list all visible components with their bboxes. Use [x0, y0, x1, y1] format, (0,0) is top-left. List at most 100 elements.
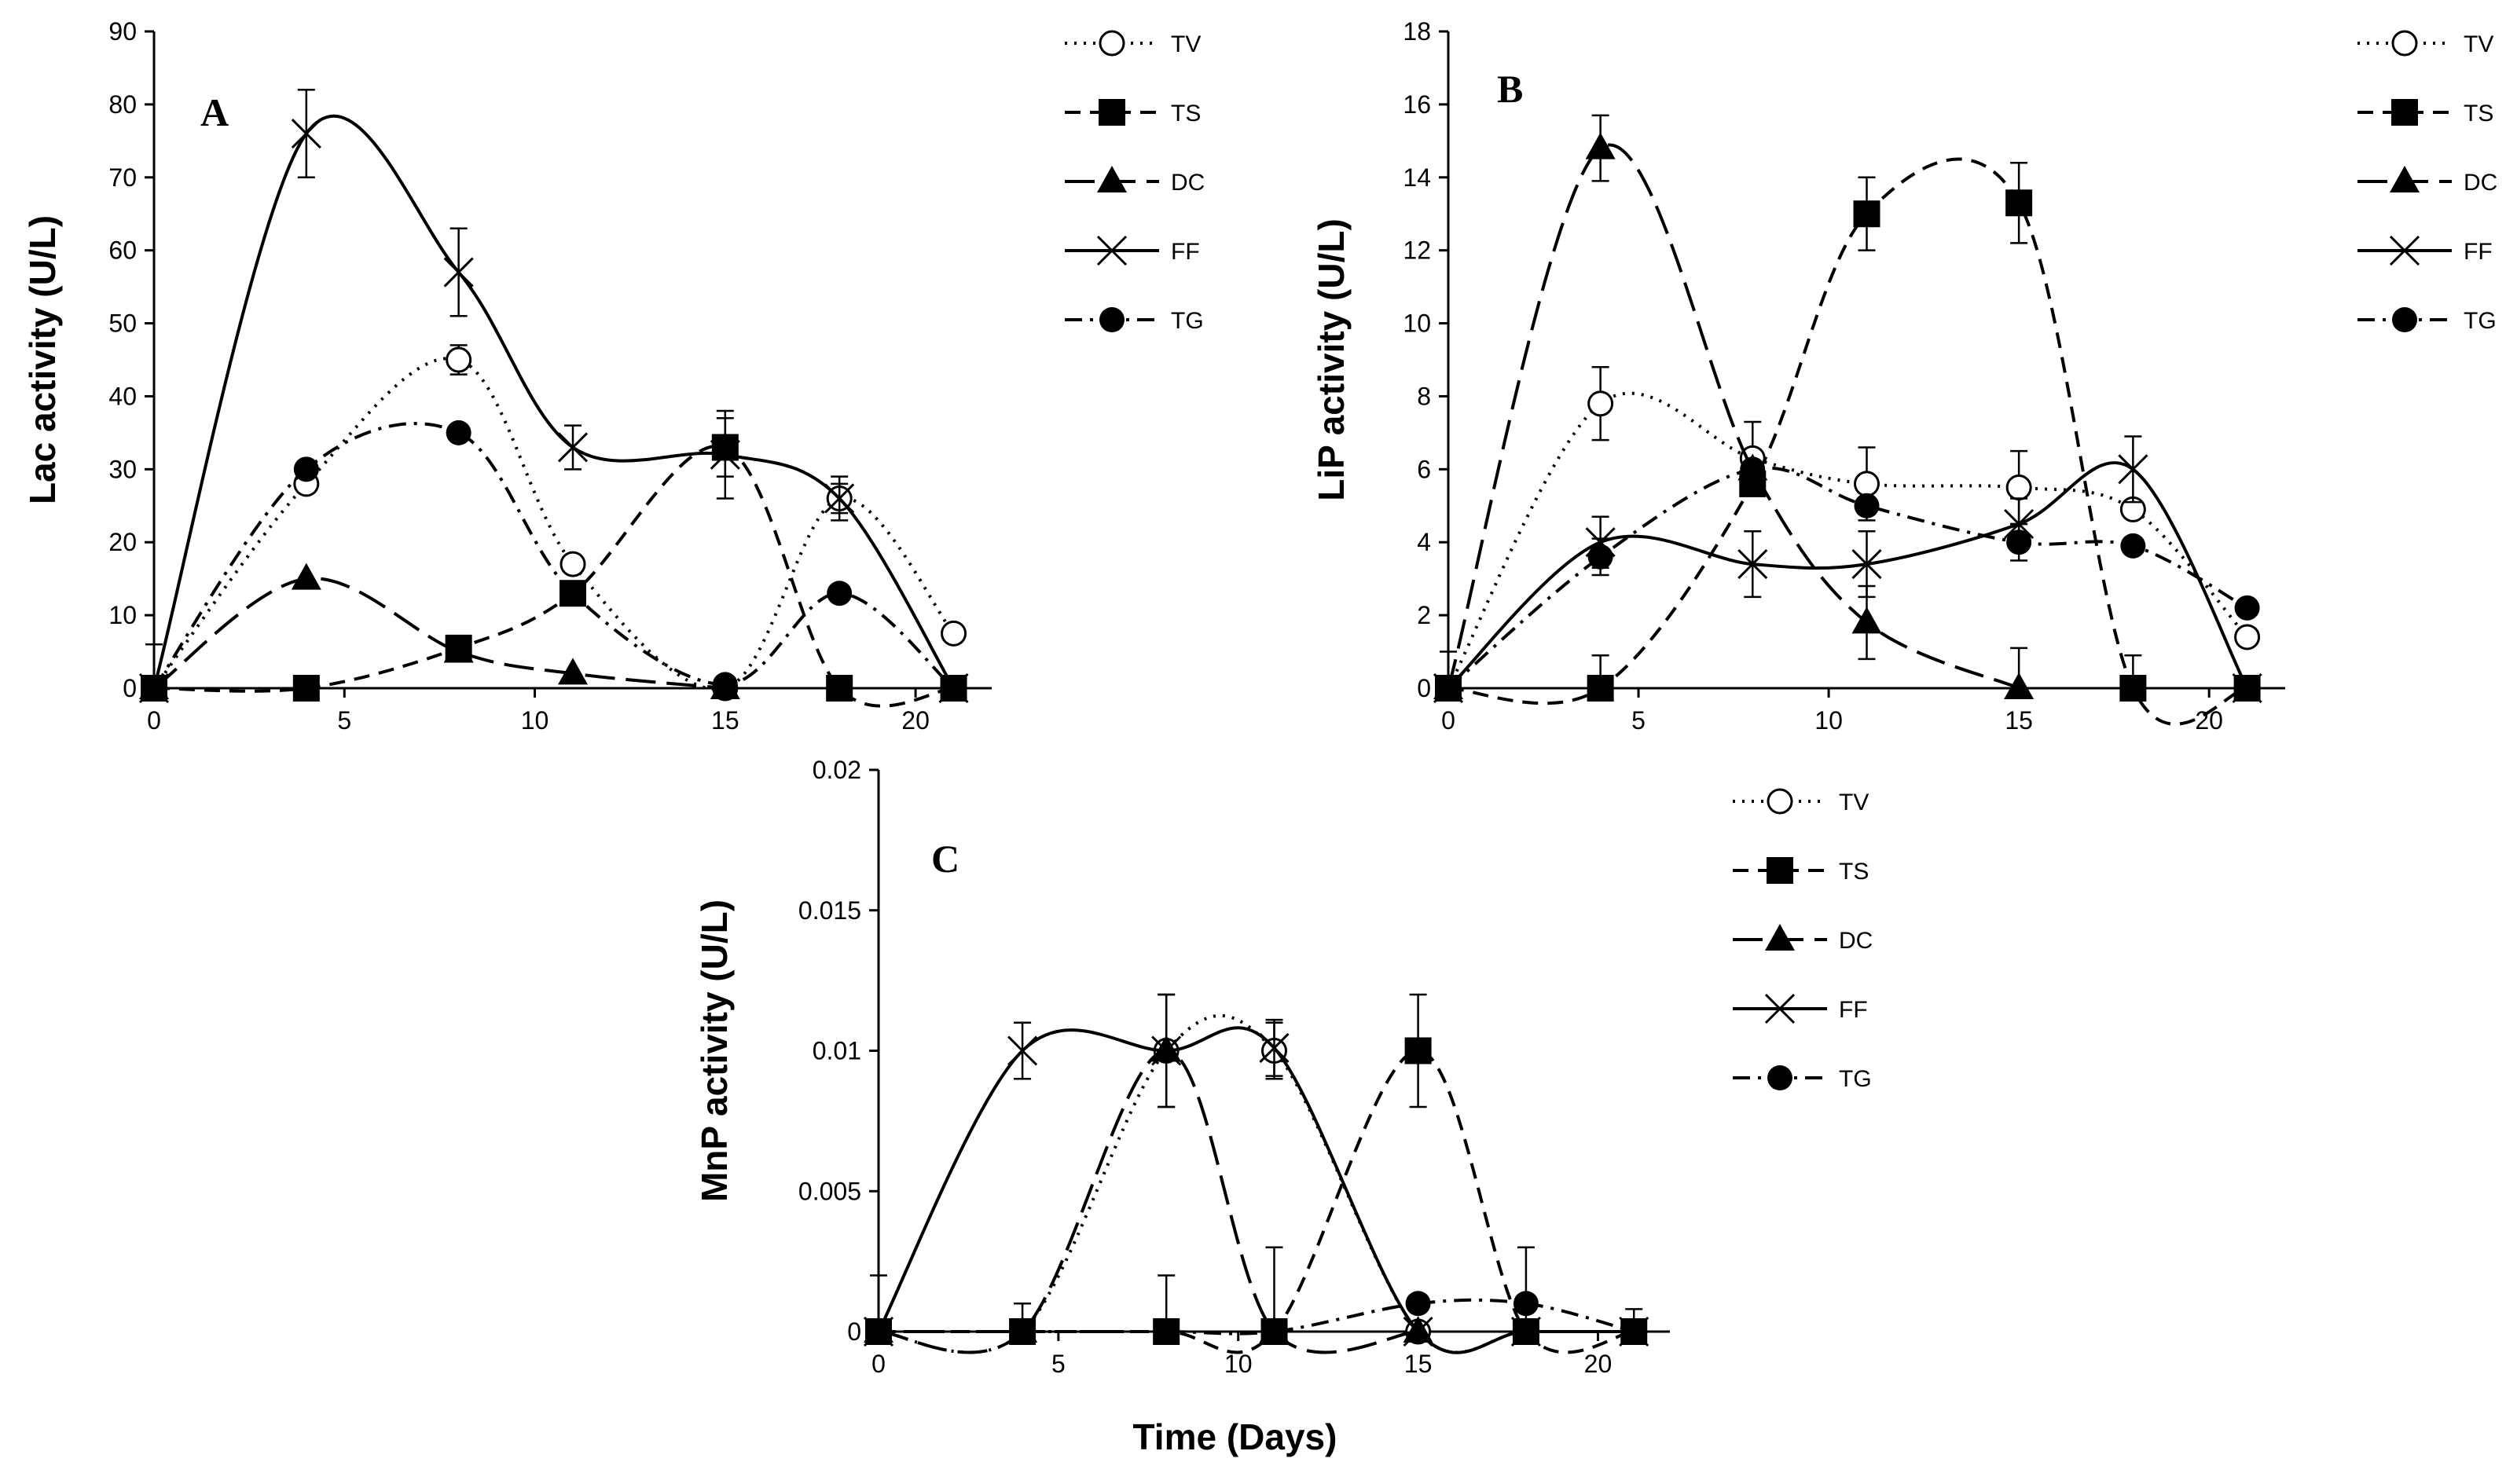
y-tick-label: 16: [1403, 90, 1431, 119]
data-point-TG: [1513, 1291, 1539, 1317]
data-point-TG: [1740, 456, 1766, 482]
legend-label: TG: [2464, 308, 2497, 334]
legend-marker: [1767, 1065, 1792, 1090]
legend-item-TV: TV: [2357, 30, 2493, 57]
data-point-TV: [560, 551, 586, 577]
data-point-FF: [1403, 1316, 1433, 1347]
data-point-TG: [1854, 493, 1880, 518]
series-line-DC: [878, 1049, 1418, 1354]
y-tick-label: 80: [108, 90, 137, 119]
series-FF: [863, 993, 1649, 1354]
data-point-FF: [1259, 1032, 1290, 1063]
data-point-DC: [558, 658, 588, 685]
y-tick-label: 8: [1417, 382, 1431, 410]
data-point-FF: [443, 257, 474, 288]
legend-item-TS: TS: [1065, 99, 1201, 126]
legend: TV TS DC FF TG: [1065, 30, 1205, 334]
panel-letter: B: [1497, 67, 1523, 111]
y-tick-label: 2: [1417, 601, 1431, 629]
legend-item-TG: TG: [1733, 1065, 1872, 1092]
legend-label: TV: [2464, 31, 2493, 57]
legend-marker: [1765, 924, 1795, 951]
y-axis-label: LiP activity (U/L): [1311, 218, 1352, 501]
series-line-TG: [152, 422, 955, 690]
data-point-DC: [1851, 606, 1882, 634]
legend-label: TG: [1171, 308, 1204, 334]
legend-label: DC: [2464, 170, 2497, 196]
legend-item-TS: TS: [1733, 857, 1869, 885]
data-point-TS: [1587, 675, 1614, 702]
x-tick-label: 5: [1631, 706, 1646, 735]
legend-label: FF: [2464, 239, 2493, 265]
panel-letter: A: [200, 90, 229, 134]
x-tick-label: 15: [711, 706, 739, 735]
data-point-FF: [710, 439, 740, 470]
series-TS: [1435, 157, 2261, 726]
x-tick-label: 5: [337, 706, 351, 735]
legend-label: DC: [1171, 170, 1205, 196]
y-tick-label: 60: [108, 236, 137, 265]
data-point-TV: [446, 346, 472, 373]
legend-label: FF: [1171, 239, 1200, 265]
series-DC: [139, 562, 740, 699]
y-tick-label: 12: [1403, 236, 1431, 265]
data-point-TG: [141, 676, 167, 701]
data-point-TG: [446, 420, 471, 445]
legend: TV TS DC FF TG: [1733, 788, 1873, 1092]
y-tick-label: 0.02: [813, 756, 861, 784]
y-axis-label: Lac activity (U/L): [22, 215, 63, 504]
data-point-TG: [866, 1319, 891, 1344]
x-tick-label: 10: [521, 706, 549, 735]
data-point-TV: [941, 620, 967, 647]
y-tick-label: 90: [108, 17, 137, 46]
legend-marker: [1767, 857, 1793, 884]
y-tick-label: 20: [108, 528, 137, 556]
data-point-DC: [443, 636, 474, 663]
legend-marker: [2391, 99, 2418, 126]
y-tick-label: 50: [108, 310, 137, 338]
legend-label: TS: [2464, 101, 2493, 126]
legend-label: TS: [1171, 101, 1201, 126]
legend-marker: [1096, 235, 1128, 266]
y-tick-label: 40: [108, 382, 137, 410]
y-tick-label: 14: [1403, 163, 1431, 192]
data-point-FF: [557, 432, 589, 463]
legend-marker: [2389, 235, 2420, 266]
series-FF: [1433, 435, 2262, 704]
data-point-TV: [1854, 471, 1880, 497]
legend-marker: [1099, 30, 1125, 57]
data-point-FF: [1151, 1035, 1182, 1066]
series-FF: [138, 89, 969, 704]
data-point-TG: [1010, 1319, 1036, 1344]
data-point-FF: [2232, 672, 2262, 704]
legend-marker: [1099, 99, 1125, 126]
legend-label: TV: [1839, 790, 1869, 815]
chart-panel-A: 0 10 20 30 40 50 60 70 80 90 0 5 10 15 20 Lac activity …: [22, 17, 1205, 735]
legend-item-TV: TV: [1065, 30, 1201, 57]
legend-item-TG: TG: [2357, 307, 2497, 334]
legend-marker: [1767, 788, 1793, 815]
legend-label: TG: [1839, 1066, 1872, 1092]
data-point-TS: [1853, 200, 1880, 228]
series-TG: [1436, 456, 2260, 701]
y-tick-label: 30: [108, 455, 137, 483]
y-tick-label: 10: [108, 601, 137, 629]
chart-panel-C: 0 0.005 0.01 0.015 0.02 0 5 10 15 20 MnP activity …: [694, 756, 1873, 1457]
y-tick-label: 0: [123, 674, 137, 702]
data-point-TS: [826, 675, 853, 702]
y-tick-label: 0.005: [798, 1177, 861, 1205]
x-tick-label: 10: [1814, 706, 1843, 735]
legend-item-FF: FF: [1733, 993, 1868, 1024]
data-point-FF: [1007, 1035, 1038, 1066]
y-tick-label: 18: [1403, 17, 1431, 46]
legend-marker: [2392, 307, 2417, 332]
data-point-FF: [1510, 1316, 1541, 1347]
data-point-TG: [2120, 533, 2146, 559]
legend-item-TV: TV: [1733, 788, 1869, 815]
data-point-TG: [827, 581, 853, 606]
legend-item-DC: DC: [1065, 166, 1205, 196]
data-point-TG: [712, 672, 738, 698]
legend-item-FF: FF: [1065, 235, 1200, 266]
legend-label: TS: [1839, 859, 1869, 885]
